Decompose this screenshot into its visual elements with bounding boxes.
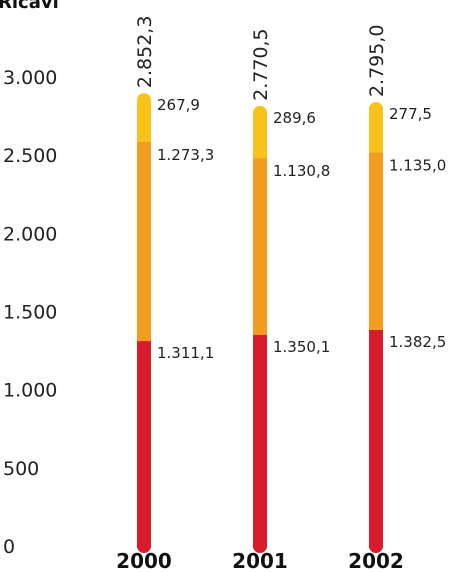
x-axis: 2000 2001 2002 xyxy=(116,549,404,572)
segment-label: 1.350,1 xyxy=(273,338,330,356)
bar-bottom-cap xyxy=(137,539,151,553)
bar-segment xyxy=(253,158,267,335)
y-axis: 0 500 1.000 1.500 2.000 2.500 3.000 xyxy=(3,67,57,558)
segment-label: 1.273,3 xyxy=(157,146,214,164)
chart-title: Ricavi xyxy=(0,0,59,13)
bar-top-cap xyxy=(253,105,267,120)
bars: 1.311,1 1.273,3 267,92.852,3 1.350,1 1.130,8… xyxy=(134,16,446,553)
bar-segment xyxy=(137,341,151,546)
segment-label: 277,5 xyxy=(389,105,432,123)
segment-label: 1.382,5 xyxy=(389,333,446,351)
segment-label: 1.311,1 xyxy=(157,344,214,362)
bar-bottom-cap xyxy=(369,539,383,553)
bar-bottom-cap xyxy=(253,539,267,553)
segment-label: 267,9 xyxy=(157,96,200,114)
bar-segment xyxy=(137,141,151,342)
total-label: 2.770,5 xyxy=(250,28,272,101)
bar-segment xyxy=(253,112,267,159)
y-tick-label: 1.500 xyxy=(3,302,57,324)
total-label: 2.795,0 xyxy=(366,25,388,98)
segment-label: 1.135,0 xyxy=(389,156,446,174)
bar-segment xyxy=(253,334,267,546)
x-tick-label: 2002 xyxy=(348,549,404,572)
bar-segment xyxy=(369,152,383,330)
bar-segment xyxy=(369,329,383,546)
segment-label: 1.130,8 xyxy=(273,162,330,180)
y-tick-label: 2.500 xyxy=(3,145,57,167)
x-tick-label: 2001 xyxy=(232,549,288,572)
bar-top-cap xyxy=(137,93,151,108)
y-tick-label: 1.000 xyxy=(3,380,57,402)
bar-segment xyxy=(369,109,383,153)
y-tick-label: 3.000 xyxy=(3,67,57,89)
total-label: 2.852,3 xyxy=(134,16,156,89)
y-tick-label: 0 xyxy=(3,536,15,558)
x-tick-label: 2000 xyxy=(116,549,172,572)
y-tick-label: 500 xyxy=(3,458,39,480)
y-tick-label: 2.000 xyxy=(3,223,57,245)
bar-top-cap xyxy=(369,102,383,117)
segment-label: 289,6 xyxy=(273,109,316,127)
bar-segment xyxy=(137,100,151,142)
